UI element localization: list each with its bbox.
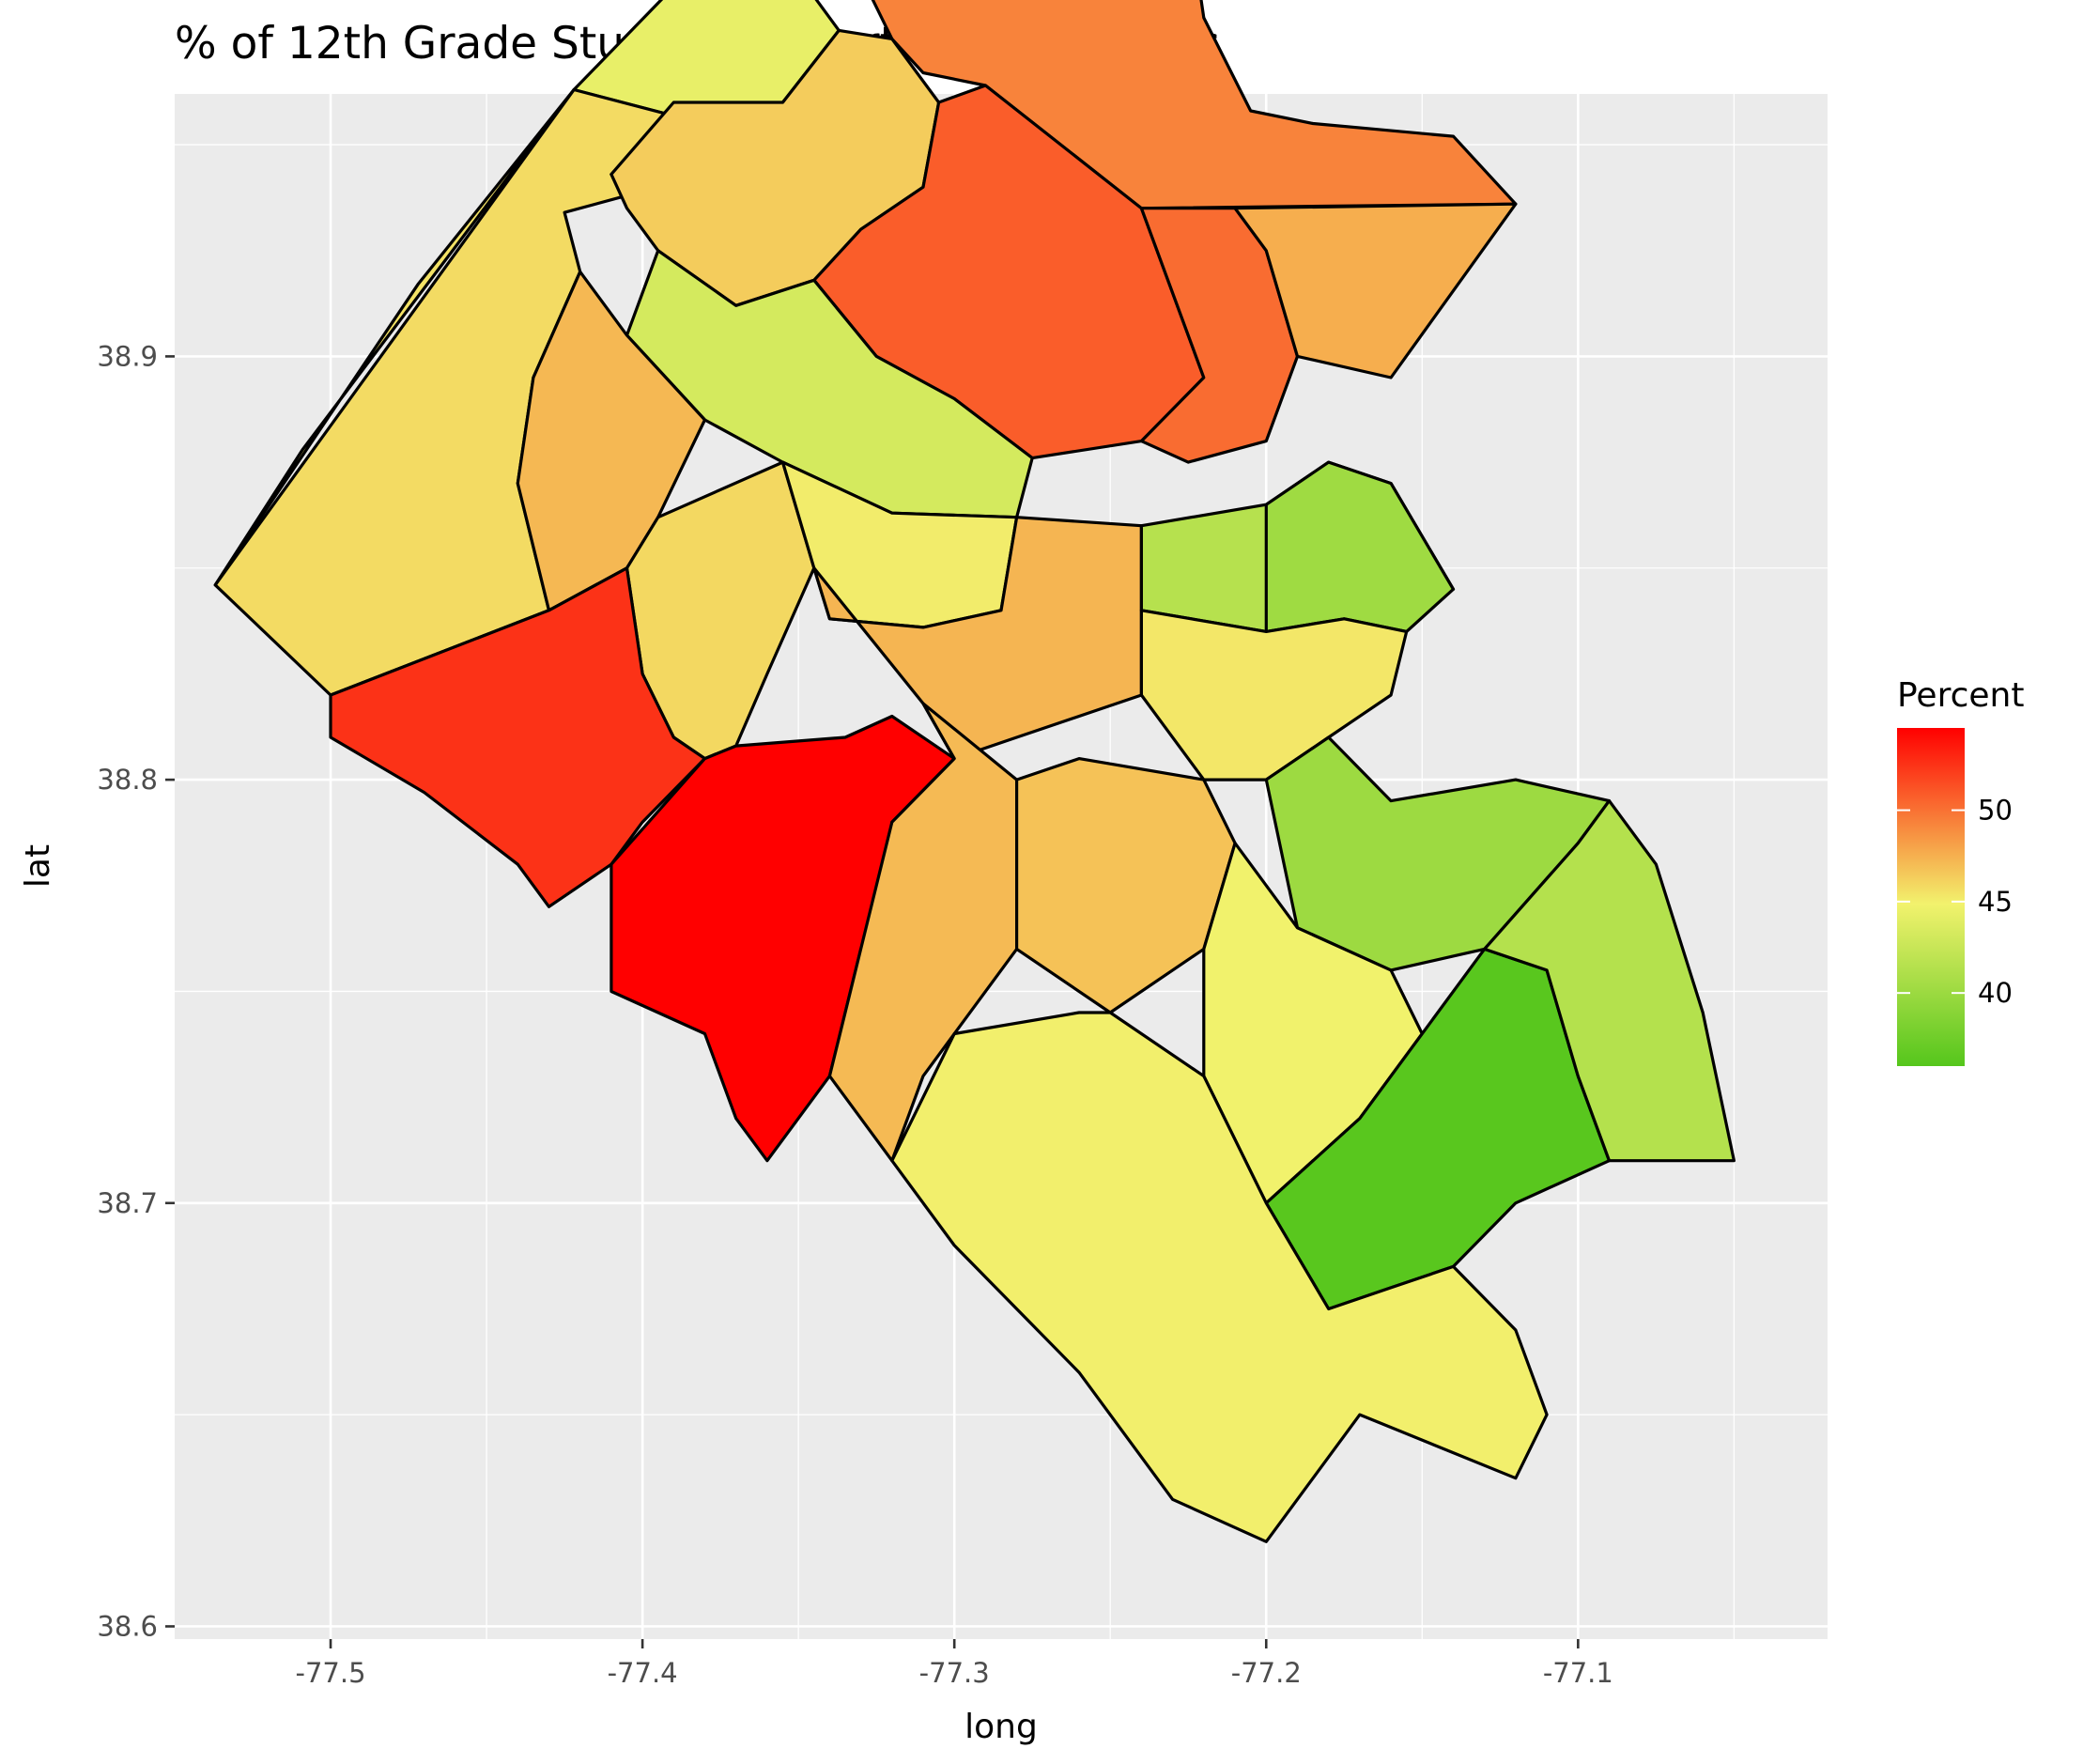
region-east-mid-yellow — [1139, 609, 1409, 781]
region-east-north-light — [1233, 202, 1518, 379]
region-southwest-red-orange — [329, 566, 707, 908]
legend-label: 50 — [1978, 795, 2013, 827]
y-tick-label: 38.6 — [97, 1610, 158, 1642]
y-axis: 38.638.738.838.939.0 — [97, 340, 175, 1642]
legend-title: Percent — [1897, 676, 2024, 715]
x-axis-title: long — [964, 1708, 1038, 1746]
legend-ticks: 40 45 50 — [1897, 795, 2013, 1009]
legend-label: 40 — [1978, 977, 2013, 1009]
x-tick-label: -77.1 — [1543, 1657, 1613, 1689]
y-axis-title: lat — [19, 844, 57, 888]
region-northeast-large — [871, 0, 1518, 210]
plot-panel — [175, 0, 1828, 1639]
region-far-east-green — [1483, 798, 1736, 1163]
x-tick-label: -77.4 — [608, 1657, 678, 1689]
x-tick-label: -77.2 — [1231, 1657, 1302, 1689]
y-tick-label: 38.9 — [97, 340, 158, 372]
region-south-yellow — [890, 1011, 1549, 1543]
y-tick-label: 38.8 — [97, 764, 158, 796]
legend: Percent 40 45 50 — [1897, 676, 2024, 1066]
legend-label: 45 — [1978, 886, 2013, 918]
x-tick-label: -77.3 — [919, 1657, 990, 1689]
legend-colorbar — [1897, 728, 1965, 1066]
y-tick-label: 38.7 — [97, 1187, 158, 1219]
x-tick-label: -77.5 — [296, 1657, 366, 1689]
x-axis: -77.5 -77.4 -77.3 -77.2 -77.1 — [296, 1639, 1613, 1689]
map-regions — [213, 0, 1736, 1543]
